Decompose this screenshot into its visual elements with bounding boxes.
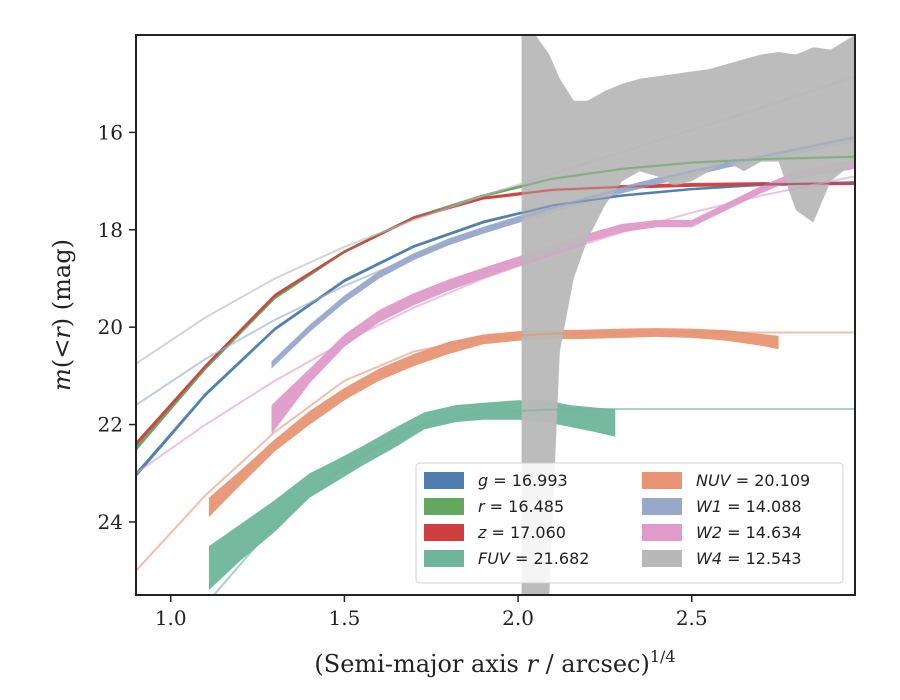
model-curve-z — [136, 182, 855, 445]
legend-swatch-w2 — [642, 524, 682, 541]
x-axis-title: (Semi-major axis r / arcsec)1/4 — [314, 647, 675, 678]
legend-label-nuv: NUV = 20.109 — [696, 471, 810, 490]
legend-swatch-nuv — [642, 472, 682, 489]
model-curve-w4 — [136, 75, 855, 365]
y-tick-label: 24 — [98, 510, 123, 534]
y-tick-label: 16 — [98, 120, 123, 144]
band-w4 — [521, 35, 855, 595]
legend-label-fuv: FUV = 21.682 — [478, 549, 589, 568]
x-tick-label: 2.0 — [502, 606, 534, 630]
y-tick-label: 18 — [98, 218, 123, 242]
legend-label-w4: W4 = 12.543 — [696, 549, 802, 568]
y-axis-title: m(<r) (mag) — [48, 239, 76, 391]
legend-label-w1: W1 = 14.088 — [696, 497, 802, 516]
x-tick-label: 2.5 — [676, 606, 708, 630]
x-tick-label: 1.5 — [328, 606, 360, 630]
model-curve-g — [136, 181, 855, 477]
legend-swatch-r — [424, 498, 464, 515]
legend-swatch-g — [424, 472, 464, 489]
y-tick-label: 20 — [98, 315, 123, 339]
plot-frame — [135, 34, 856, 596]
legend-swatch-w1 — [642, 498, 682, 515]
legend-swatch-z — [424, 524, 464, 541]
model-curve-fuv — [212, 408, 855, 595]
legend-box — [415, 462, 844, 584]
model-curve-w2 — [136, 175, 855, 475]
legend-label-w2: W2 = 14.634 — [696, 523, 802, 542]
model-curve-nuv — [136, 331, 855, 572]
x-axis-ticks: 1.0 1.5 2.0 2.5 — [155, 595, 708, 630]
model-curve-w1 — [136, 136, 855, 406]
y-tick-label: 22 — [98, 413, 123, 437]
model-curves — [136, 75, 855, 595]
legend-label-z: z = 17.060 — [477, 523, 566, 542]
y-axis-ticks: 16 18 20 22 24 — [98, 120, 136, 534]
band-fuv — [208, 400, 616, 591]
uncertainty-bands — [136, 35, 855, 595]
legend-swatch-w4 — [642, 550, 682, 567]
legend-swatch-fuv — [424, 550, 464, 567]
legend-label-g: g = 16.993 — [478, 471, 568, 490]
x-tick-label: 1.0 — [155, 606, 187, 630]
legend: g = 16.993 r = 16.485 z = 17.060 FUV = 21.6… — [415, 462, 844, 584]
legend-label-r: r = 16.485 — [478, 497, 564, 516]
